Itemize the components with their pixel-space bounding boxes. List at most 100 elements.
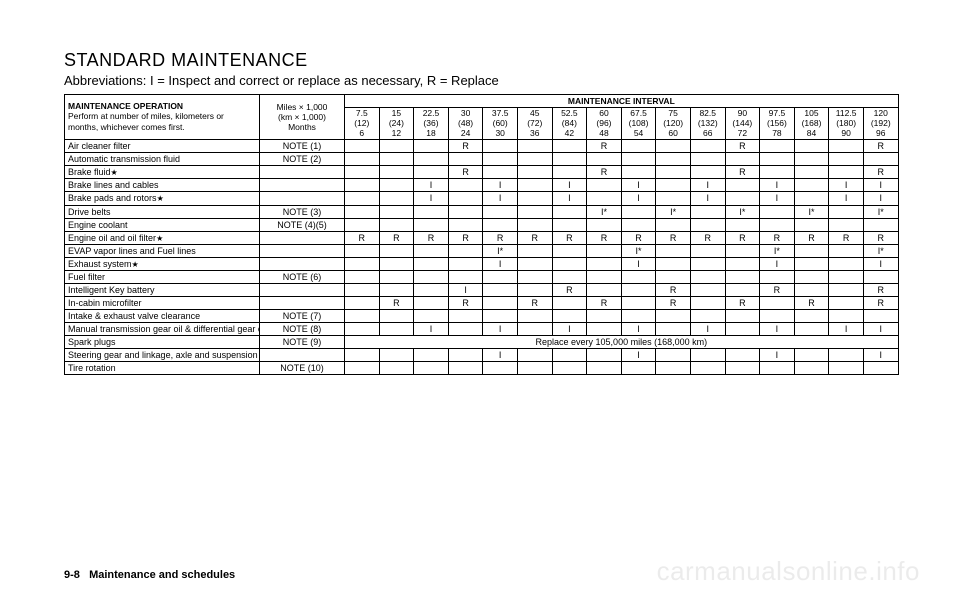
row-label: Engine coolant (65, 218, 260, 231)
interval-cell (690, 309, 725, 322)
interval-cell: R (448, 166, 483, 179)
interval-cell (621, 140, 656, 153)
interval-cell: I (414, 192, 449, 205)
header-miles: Miles × 1,000 (km × 1,000) Months (260, 95, 345, 140)
row-label: Air cleaner filter (65, 140, 260, 153)
interval-cell (863, 218, 898, 231)
row-note: NOTE (10) (260, 361, 345, 374)
interval-cell (621, 218, 656, 231)
interval-cell (552, 218, 587, 231)
interval-cell (690, 348, 725, 361)
row-label: Intake & exhaust valve clearance (65, 309, 260, 322)
interval-cell (690, 140, 725, 153)
interval-cell (829, 205, 864, 218)
interval-cell (760, 361, 795, 374)
interval-cell: I (448, 283, 483, 296)
interval-cell (345, 257, 380, 270)
interval-cell (517, 361, 552, 374)
interval-cell (483, 361, 518, 374)
interval-cell: I* (863, 244, 898, 257)
interval-cell (517, 166, 552, 179)
interval-cell (863, 309, 898, 322)
interval-cell: I (414, 179, 449, 192)
row-note (260, 296, 345, 309)
interval-cell (829, 348, 864, 361)
interval-cell (587, 153, 622, 166)
interval-cell (379, 140, 414, 153)
interval-cell: I (690, 192, 725, 205)
header-interval-title: MAINTENANCE INTERVAL (345, 95, 899, 108)
interval-cell: R (725, 140, 760, 153)
interval-cell: I (829, 179, 864, 192)
interval-cell (345, 283, 380, 296)
interval-cell (379, 218, 414, 231)
interval-cell (587, 218, 622, 231)
interval-cell: I (621, 257, 656, 270)
interval-cell (517, 192, 552, 205)
interval-cell (448, 179, 483, 192)
interval-cell (829, 309, 864, 322)
interval-cell (690, 205, 725, 218)
interval-cell (863, 361, 898, 374)
interval-cell (760, 309, 795, 322)
interval-cell (656, 244, 691, 257)
interval-cell: I (760, 348, 795, 361)
row-note (260, 348, 345, 361)
interval-cell (448, 244, 483, 257)
interval-cell (517, 257, 552, 270)
interval-cell (656, 361, 691, 374)
interval-cell (483, 166, 518, 179)
interval-cell (483, 218, 518, 231)
table-row: Drive beltsNOTE (3)I*I*I*I*I* (65, 205, 899, 218)
row-label: Steering gear and linkage, axle and susp… (65, 348, 260, 361)
interval-cell (517, 205, 552, 218)
interval-cell (829, 166, 864, 179)
interval-cell (621, 361, 656, 374)
interval-cell (794, 322, 829, 335)
interval-cell: R (725, 231, 760, 244)
table-row: Brake pads and rotors★IIIIIIII (65, 192, 899, 205)
interval-cell: I (690, 322, 725, 335)
interval-cell: R (379, 296, 414, 309)
interval-cell (448, 309, 483, 322)
interval-cell (621, 166, 656, 179)
interval-cell: I* (863, 205, 898, 218)
interval-cell: I (483, 348, 518, 361)
interval-cell (656, 166, 691, 179)
interval-cell (794, 283, 829, 296)
interval-cell (379, 257, 414, 270)
interval-cell: I* (794, 205, 829, 218)
interval-cell: R (690, 231, 725, 244)
interval-cell: I (552, 322, 587, 335)
interval-cell: I (690, 179, 725, 192)
interval-cell (690, 153, 725, 166)
table-row: Tire rotationNOTE (10) (65, 361, 899, 374)
interval-cell (725, 309, 760, 322)
interval-cell (829, 270, 864, 283)
row-label: Automatic transmission fluid (65, 153, 260, 166)
interval-cell (345, 270, 380, 283)
interval-cell (483, 270, 518, 283)
span-cell: Replace every 105,000 miles (168,000 km) (345, 335, 899, 348)
interval-cell (414, 218, 449, 231)
row-label: Manual transmission gear oil & different… (65, 322, 260, 335)
interval-cell (552, 270, 587, 283)
interval-cell (656, 309, 691, 322)
interval-cell (690, 244, 725, 257)
interval-cell (760, 140, 795, 153)
row-note: NOTE (1) (260, 140, 345, 153)
interval-cell (552, 140, 587, 153)
interval-cell (656, 322, 691, 335)
interval-cell (448, 322, 483, 335)
interval-cell (448, 257, 483, 270)
interval-cell: I* (621, 244, 656, 257)
interval-cell (483, 309, 518, 322)
interval-header: 112.5(180)90 (829, 108, 864, 140)
row-note: NOTE (9) (260, 335, 345, 348)
interval-cell: R (448, 231, 483, 244)
interval-cell (690, 218, 725, 231)
interval-cell (379, 322, 414, 335)
interval-cell (725, 270, 760, 283)
interval-cell (656, 218, 691, 231)
interval-cell (414, 140, 449, 153)
